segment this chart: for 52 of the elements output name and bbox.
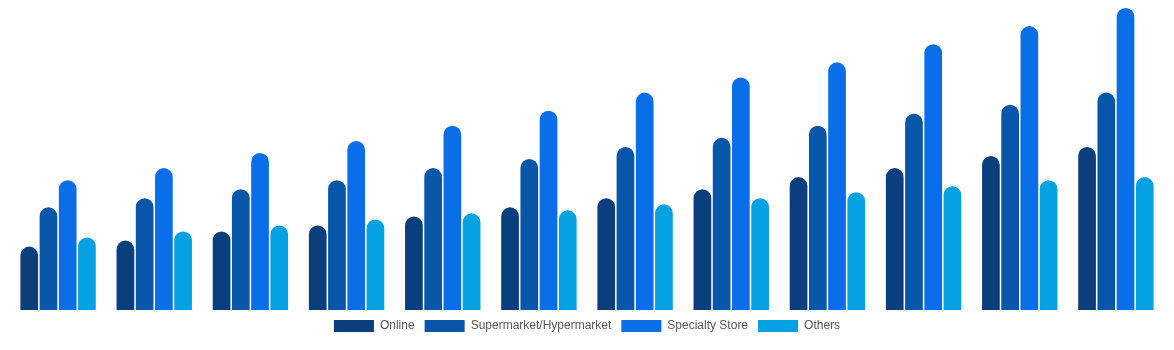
bar — [616, 146, 635, 310]
bar — [308, 225, 327, 310]
bar — [78, 237, 96, 310]
bar — [982, 155, 1000, 310]
bar — [501, 207, 519, 310]
bar — [885, 168, 904, 310]
bar — [212, 231, 231, 310]
bar — [328, 180, 346, 310]
bar — [270, 225, 289, 310]
bar — [405, 216, 423, 310]
legend-label: Online — [379, 318, 415, 333]
legend-label: Others — [804, 318, 841, 333]
bar — [520, 159, 539, 310]
legend-label: Specialty Store — [667, 318, 749, 333]
bar — [1001, 104, 1019, 310]
bar — [732, 77, 750, 310]
bar — [539, 110, 558, 310]
bar — [635, 92, 654, 310]
bar — [1039, 180, 1058, 310]
bar — [1078, 146, 1096, 310]
bar — [366, 219, 385, 310]
bar — [1097, 92, 1116, 310]
bar — [424, 168, 442, 310]
bar — [1116, 8, 1135, 310]
bar — [693, 189, 712, 310]
bar — [174, 231, 192, 310]
bar — [597, 198, 616, 310]
bar — [116, 240, 135, 310]
bar — [443, 125, 462, 310]
bar — [905, 113, 923, 310]
bar — [558, 210, 577, 310]
bar — [808, 125, 827, 310]
bar — [655, 204, 673, 310]
bar — [828, 62, 846, 310]
bar — [924, 44, 943, 310]
bar — [1135, 177, 1154, 310]
bar — [58, 180, 77, 310]
bar — [39, 207, 58, 310]
bar — [347, 140, 366, 310]
bar — [751, 198, 769, 310]
bar — [943, 186, 962, 310]
bar — [135, 198, 154, 310]
bar — [155, 168, 173, 310]
bar — [20, 246, 39, 310]
bar — [251, 152, 269, 310]
bar — [789, 177, 808, 310]
legend-label: Supermarket/Hypermarket — [470, 318, 613, 333]
bar — [847, 192, 866, 310]
bar — [231, 189, 250, 310]
bar — [1020, 26, 1039, 310]
bar — [462, 213, 481, 310]
bar — [712, 137, 731, 310]
